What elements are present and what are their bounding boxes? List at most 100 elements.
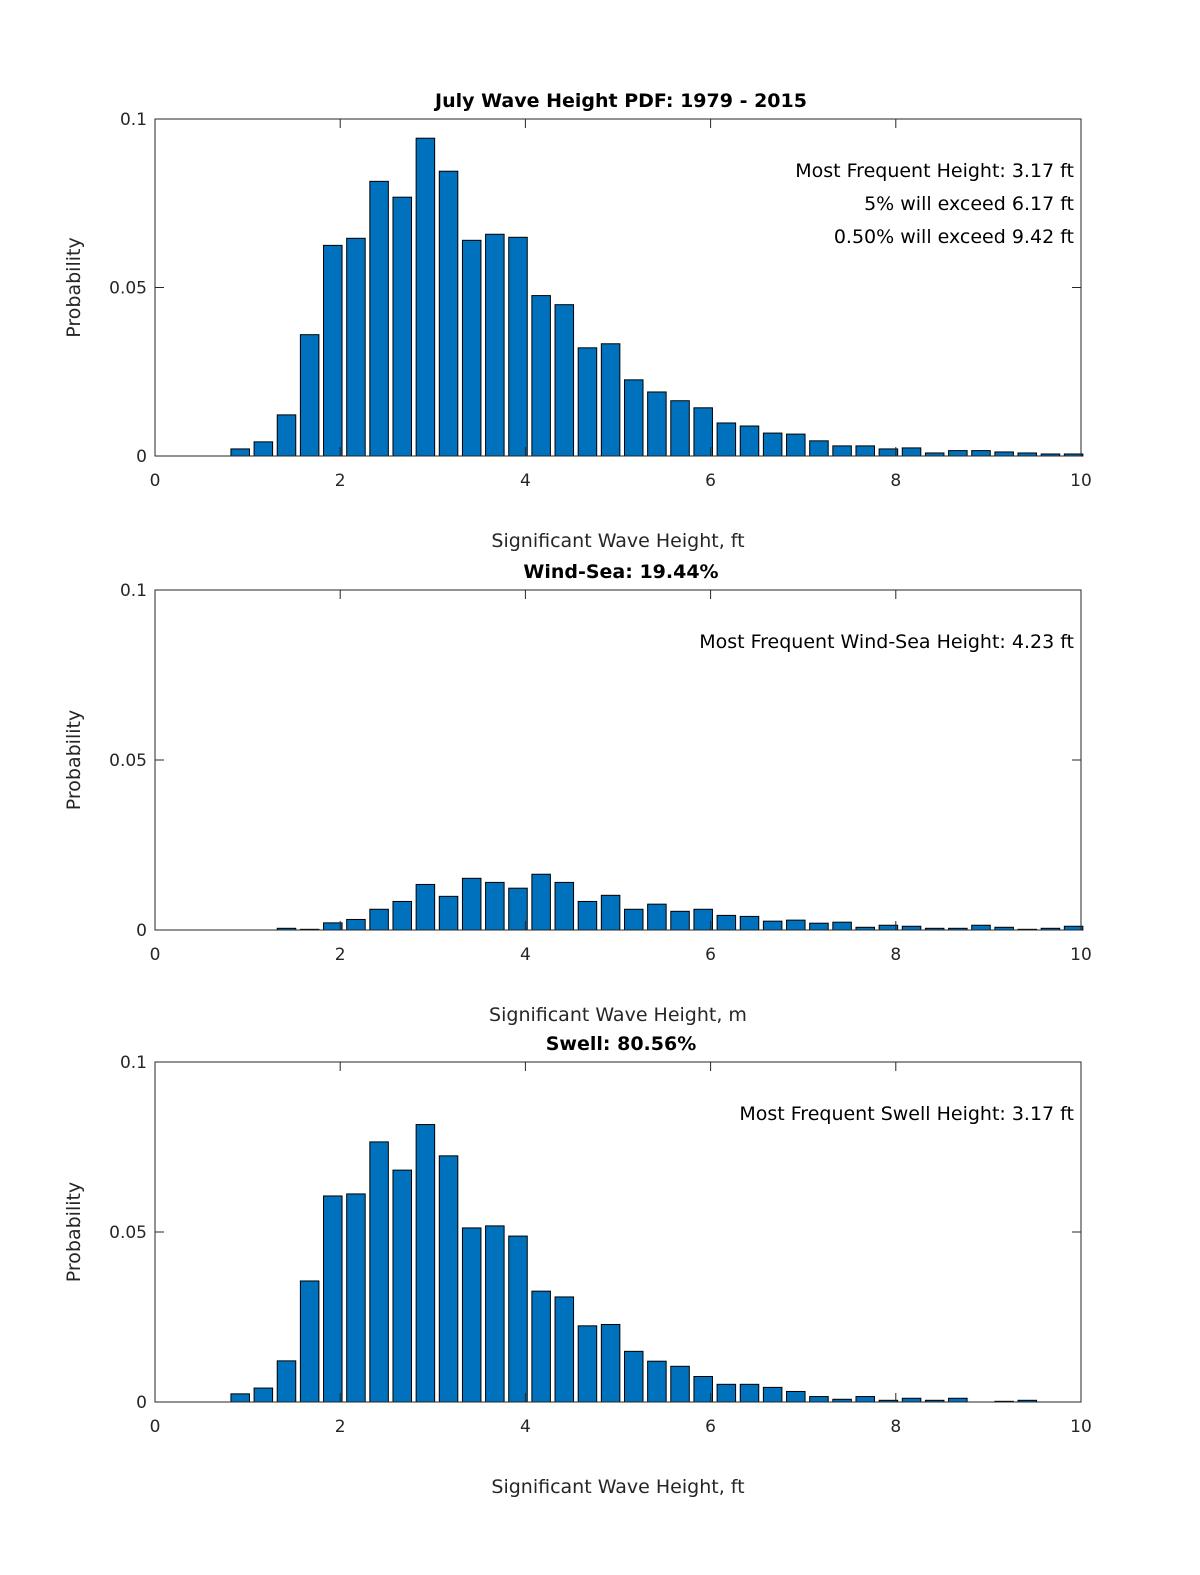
y-tick-label: 0.1 — [120, 1053, 147, 1073]
x-tick-label: 10 — [1070, 945, 1092, 965]
bar — [346, 1193, 366, 1403]
x-axis-label: Significant Wave Height, ft — [491, 1476, 744, 1498]
y-tick-label: 0.05 — [109, 1223, 147, 1243]
bar — [832, 445, 852, 457]
bar — [577, 1325, 598, 1403]
bar — [508, 887, 528, 931]
y-axis-label: Probability — [63, 237, 85, 337]
bar — [461, 1227, 482, 1403]
x-axis-label: Significant Wave Height, m — [489, 1004, 747, 1026]
bar — [670, 910, 690, 931]
bar — [253, 1387, 274, 1403]
bar — [577, 900, 598, 931]
bar — [415, 883, 436, 931]
bar — [716, 1383, 737, 1403]
bar — [600, 1323, 621, 1403]
bar — [508, 236, 528, 457]
x-tick-label: 4 — [520, 945, 531, 965]
x-tick-label: 6 — [705, 1417, 716, 1437]
y-tick-label: 0.05 — [109, 279, 147, 299]
bar — [948, 450, 968, 457]
y-tick-label: 0.1 — [120, 110, 147, 130]
bar — [971, 450, 991, 457]
bar — [531, 295, 551, 457]
annotation: 5% will exceed 6.17 ft — [864, 193, 1074, 215]
bar — [901, 925, 922, 931]
bar — [1063, 925, 1084, 931]
bar — [670, 400, 690, 457]
x-tick-label: 2 — [335, 945, 346, 965]
chart-2: 0 2 4 6 8 10 0 0.05 0.1 Wind-Sea: 19.44% Significa… — [63, 561, 1092, 1026]
bar — [855, 1396, 876, 1403]
x-tick-label: 6 — [705, 471, 716, 491]
bar — [786, 919, 806, 931]
bar — [253, 441, 274, 457]
bar — [762, 920, 783, 931]
bar — [878, 448, 899, 457]
chart-title: Wind-Sea: 19.44% — [523, 561, 718, 583]
bar — [485, 881, 505, 931]
x-tick-label: 0 — [150, 945, 161, 965]
y-tick-label: 0.05 — [109, 751, 147, 771]
y-axis-label: Probability — [63, 1182, 85, 1282]
y-axis-label: Probability — [63, 710, 85, 810]
bar — [623, 908, 644, 931]
bar — [438, 895, 459, 931]
bar — [901, 447, 922, 457]
bar — [809, 922, 829, 931]
bar — [901, 1397, 922, 1403]
bar — [346, 918, 366, 931]
bar — [531, 873, 551, 931]
x-tick-label: 8 — [890, 1417, 901, 1437]
bar — [739, 915, 760, 931]
bar — [994, 451, 1014, 457]
x-tick-label: 10 — [1070, 1417, 1092, 1437]
x-tick-label: 8 — [890, 945, 901, 965]
bar — [855, 445, 876, 457]
bar — [716, 422, 737, 457]
bar — [762, 1386, 783, 1403]
x-tick-label: 0 — [150, 1417, 161, 1437]
bar — [786, 433, 806, 457]
bar — [230, 1393, 250, 1403]
bar — [369, 180, 389, 457]
bar — [230, 448, 250, 457]
x-tick-label: 6 — [705, 945, 716, 965]
bar — [600, 894, 621, 931]
bar — [647, 1360, 667, 1403]
bar — [948, 1397, 968, 1403]
x-tick-label: 0 — [150, 471, 161, 491]
bar — [299, 334, 320, 457]
x-tick-label: 4 — [520, 1417, 531, 1437]
x-tick-label: 2 — [335, 1417, 346, 1437]
bar — [739, 1383, 760, 1403]
bar — [438, 1155, 459, 1403]
bar — [485, 233, 505, 457]
bar — [415, 137, 436, 457]
bar — [485, 1225, 505, 1403]
bar — [832, 921, 852, 931]
bar — [276, 414, 297, 457]
bar — [693, 908, 713, 931]
x-axis-label: Significant Wave Height, ft — [491, 530, 744, 552]
bar — [461, 239, 482, 457]
x-tick-label: 4 — [520, 471, 531, 491]
bar — [971, 924, 991, 931]
annotation: Most Frequent Height: 3.17 ft — [795, 160, 1074, 182]
bar — [392, 1169, 413, 1403]
chart-title: Swell: 80.56% — [546, 1033, 697, 1055]
bar — [276, 1360, 297, 1403]
bar — [346, 237, 366, 457]
bar — [600, 343, 621, 457]
bar — [554, 1296, 575, 1403]
y-tick-label: 0.1 — [120, 581, 147, 601]
y-tick-label: 0 — [136, 1393, 147, 1413]
bar — [438, 170, 459, 457]
bar — [693, 407, 713, 457]
bar — [577, 347, 598, 457]
bar — [554, 881, 575, 931]
bar — [762, 432, 783, 457]
bar — [392, 196, 413, 457]
bar — [323, 1195, 343, 1403]
